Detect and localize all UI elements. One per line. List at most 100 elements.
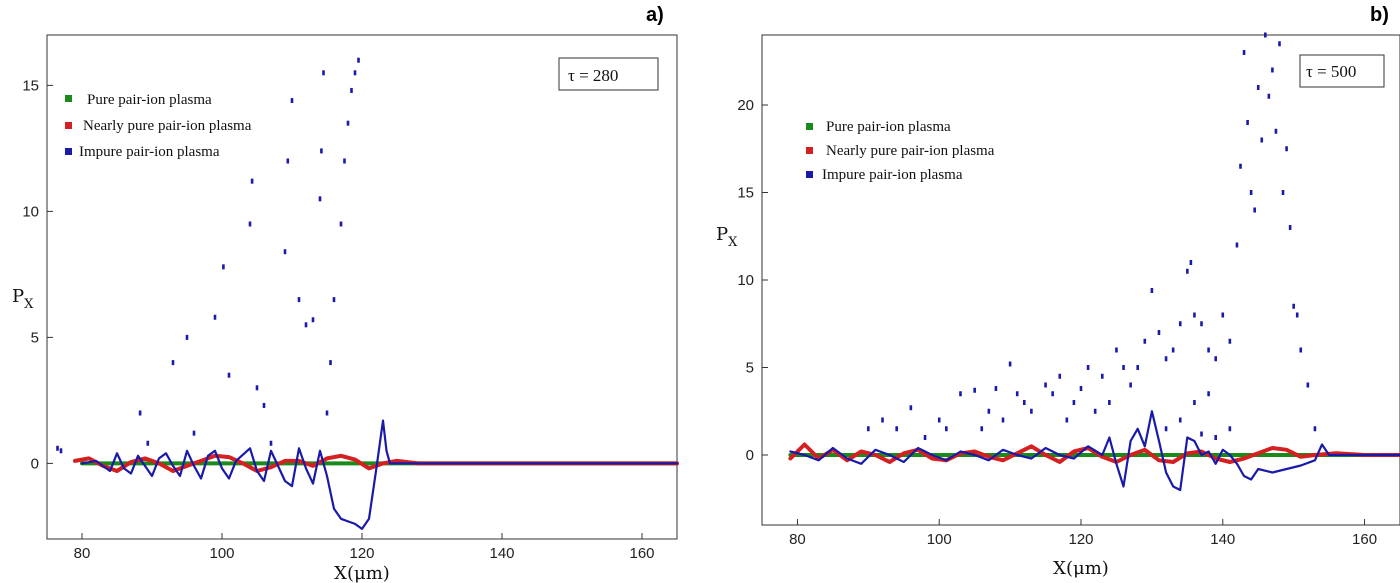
panel-a-scatter-point bbox=[325, 410, 329, 416]
panel-a-xtick-label: 160 bbox=[629, 545, 654, 562]
panel-a-plot-area bbox=[46, 34, 678, 540]
panel-a-scatter-point bbox=[269, 440, 273, 446]
panel-b-scatter-point bbox=[1108, 400, 1111, 405]
panel-b-scatter-point bbox=[1086, 365, 1090, 370]
panel-a-scatter-point bbox=[138, 410, 142, 416]
panel-b-series-nearly-pure bbox=[788, 442, 1400, 464]
panel-a-series-line-impure bbox=[80, 419, 679, 530]
panel-a-xlabel: X(μm) bbox=[334, 563, 390, 583]
panel-b-scatter-point bbox=[1281, 190, 1285, 195]
panel-a-scatter-point bbox=[346, 120, 350, 126]
panel-b-ytick-label: 10 bbox=[737, 272, 754, 289]
panel-a-scatter-point bbox=[262, 402, 266, 408]
panel-b-scatter-point bbox=[1115, 347, 1118, 353]
panel-b-scatter-point bbox=[1271, 67, 1274, 73]
panel-a-scatter-point bbox=[290, 98, 294, 104]
panel-a-scatter-point bbox=[297, 297, 301, 303]
panel-b-scatter-point bbox=[1214, 435, 1217, 440]
panel-b-scatter-point bbox=[1150, 288, 1154, 293]
legend-label-nearly-pure: Nearly pure pair-ion plasma bbox=[826, 143, 995, 159]
legend-label-pure: Pure pair-ion plasma bbox=[826, 119, 951, 135]
panel-a-xtick-label: 120 bbox=[349, 545, 374, 562]
legend-marker-nearly-pure bbox=[65, 122, 72, 129]
panel-b-scatter-point bbox=[1164, 356, 1168, 362]
panel-b-ytick-label: 5 bbox=[746, 360, 754, 377]
panel-b-scatter-point bbox=[1274, 128, 1278, 134]
panel-b-scatter-point bbox=[1200, 431, 1203, 437]
panel-b-tau-label: τ = 500 bbox=[1306, 62, 1356, 81]
legend-marker-pure bbox=[65, 95, 72, 102]
panel-a-scatter-point bbox=[318, 196, 322, 202]
panel-b-scatter-point bbox=[1285, 146, 1288, 152]
panel-a-scatter-point bbox=[320, 148, 323, 154]
panel-b-scatter-point bbox=[1058, 373, 1062, 379]
panel-b-ytick-label: 15 bbox=[737, 185, 754, 202]
legend-marker-impure bbox=[806, 171, 813, 178]
panel-b-scatter-point bbox=[1288, 225, 1292, 230]
panel-b-xtick-label: 120 bbox=[1068, 531, 1093, 548]
panel-a-ytick-label: 0 bbox=[31, 455, 39, 472]
panel-b-label: b) bbox=[1370, 4, 1389, 26]
panel-b-xtick-label: 160 bbox=[1352, 531, 1377, 548]
panel-b-scatter-point bbox=[1143, 338, 1147, 344]
legend-marker-impure bbox=[65, 148, 72, 155]
panel-a-scatter-point bbox=[322, 70, 325, 76]
panel-b-scatter-point bbox=[1193, 400, 1196, 405]
panel-a-tau-label: τ = 280 bbox=[568, 66, 618, 85]
panel-b-ylabel-main: P bbox=[716, 224, 728, 245]
panel-a-series-impure bbox=[56, 57, 679, 530]
panel-b-scatter-point bbox=[1022, 400, 1026, 405]
panel-b-legend: Pure pair-ion plasma Nearly pure pair-io… bbox=[806, 119, 995, 183]
panel-b-scatter-point bbox=[1015, 391, 1019, 397]
panel-b-scatter-point bbox=[1157, 330, 1161, 335]
panel-b-scatter-point bbox=[973, 387, 976, 393]
panel-a-scatter-point bbox=[286, 158, 290, 164]
panel-a: 80 100 120 140 160 0 5 10 15 a) τ = 280 Pure pai… bbox=[12, 4, 679, 583]
panel-a-scatter-point bbox=[357, 57, 360, 63]
panel-b-scatter-point bbox=[1079, 386, 1083, 391]
panel-b-scatter-point bbox=[1253, 207, 1256, 213]
panel-b-scatter-point bbox=[1189, 260, 1193, 265]
panel-b-ytick-label: 20 bbox=[737, 97, 754, 114]
legend-label-pure: Pure pair-ion plasma bbox=[87, 92, 212, 108]
panel-a-scatter-point bbox=[213, 314, 217, 320]
panel-b-scatter-point bbox=[1207, 347, 1210, 353]
panel-a-scatter-point bbox=[311, 317, 315, 323]
panel-b-scatter-point bbox=[1065, 417, 1069, 423]
panel-b-scatter-point bbox=[1292, 303, 1295, 309]
panel-b-scatter-point bbox=[1164, 426, 1168, 432]
panel-b-scatter-point bbox=[1295, 312, 1299, 318]
panel-b-scatter-point bbox=[994, 386, 998, 391]
legend-label-impure: Impure pair-ion plasma bbox=[822, 167, 963, 183]
panel-a-scatter-point bbox=[56, 445, 59, 451]
panel-a-scatter-point bbox=[339, 221, 343, 227]
panel-a-scatter-point bbox=[227, 372, 231, 378]
panel-b-series-impure bbox=[789, 32, 1400, 492]
panel-b-scatter-point bbox=[1044, 382, 1047, 388]
legend-marker-nearly-pure bbox=[806, 147, 813, 154]
panel-a-scatter-point bbox=[343, 158, 346, 164]
panel-b-scatter-point bbox=[1178, 321, 1182, 327]
panel-a-ylabel-main: P bbox=[12, 286, 24, 307]
panel-b-xlabel: X(μm) bbox=[1053, 558, 1109, 579]
panel-b-scatter-point bbox=[1136, 365, 1140, 370]
panel-a-scatter-point bbox=[329, 360, 332, 366]
panel-b-scatter-point bbox=[867, 426, 870, 432]
panel-a-legend: Pure pair-ion plasma Nearly pure pair-io… bbox=[65, 92, 252, 160]
panel-a-scatter-point bbox=[332, 297, 336, 303]
panel-b-scatter-point bbox=[1299, 347, 1303, 353]
panel-a-scatter-point bbox=[350, 87, 353, 93]
panel-b-scatter-point bbox=[1200, 321, 1203, 327]
panel-a-scatter-point bbox=[304, 322, 308, 328]
panel-b-scatter-point bbox=[1221, 312, 1225, 318]
panel-a-xtick-label: 80 bbox=[74, 545, 91, 562]
panel-a-scatter-point bbox=[248, 221, 252, 227]
panel-a-label: a) bbox=[646, 4, 664, 26]
panel-a-ytick-label: 10 bbox=[22, 203, 39, 220]
panel-b-scatter-point bbox=[1235, 242, 1239, 248]
panel-a-scatter-point bbox=[171, 360, 175, 366]
panel-b-scatter-point bbox=[1214, 356, 1217, 362]
panel-a-ylabel: PX bbox=[12, 286, 34, 312]
panel-b-ytick-label: 0 bbox=[746, 447, 754, 464]
